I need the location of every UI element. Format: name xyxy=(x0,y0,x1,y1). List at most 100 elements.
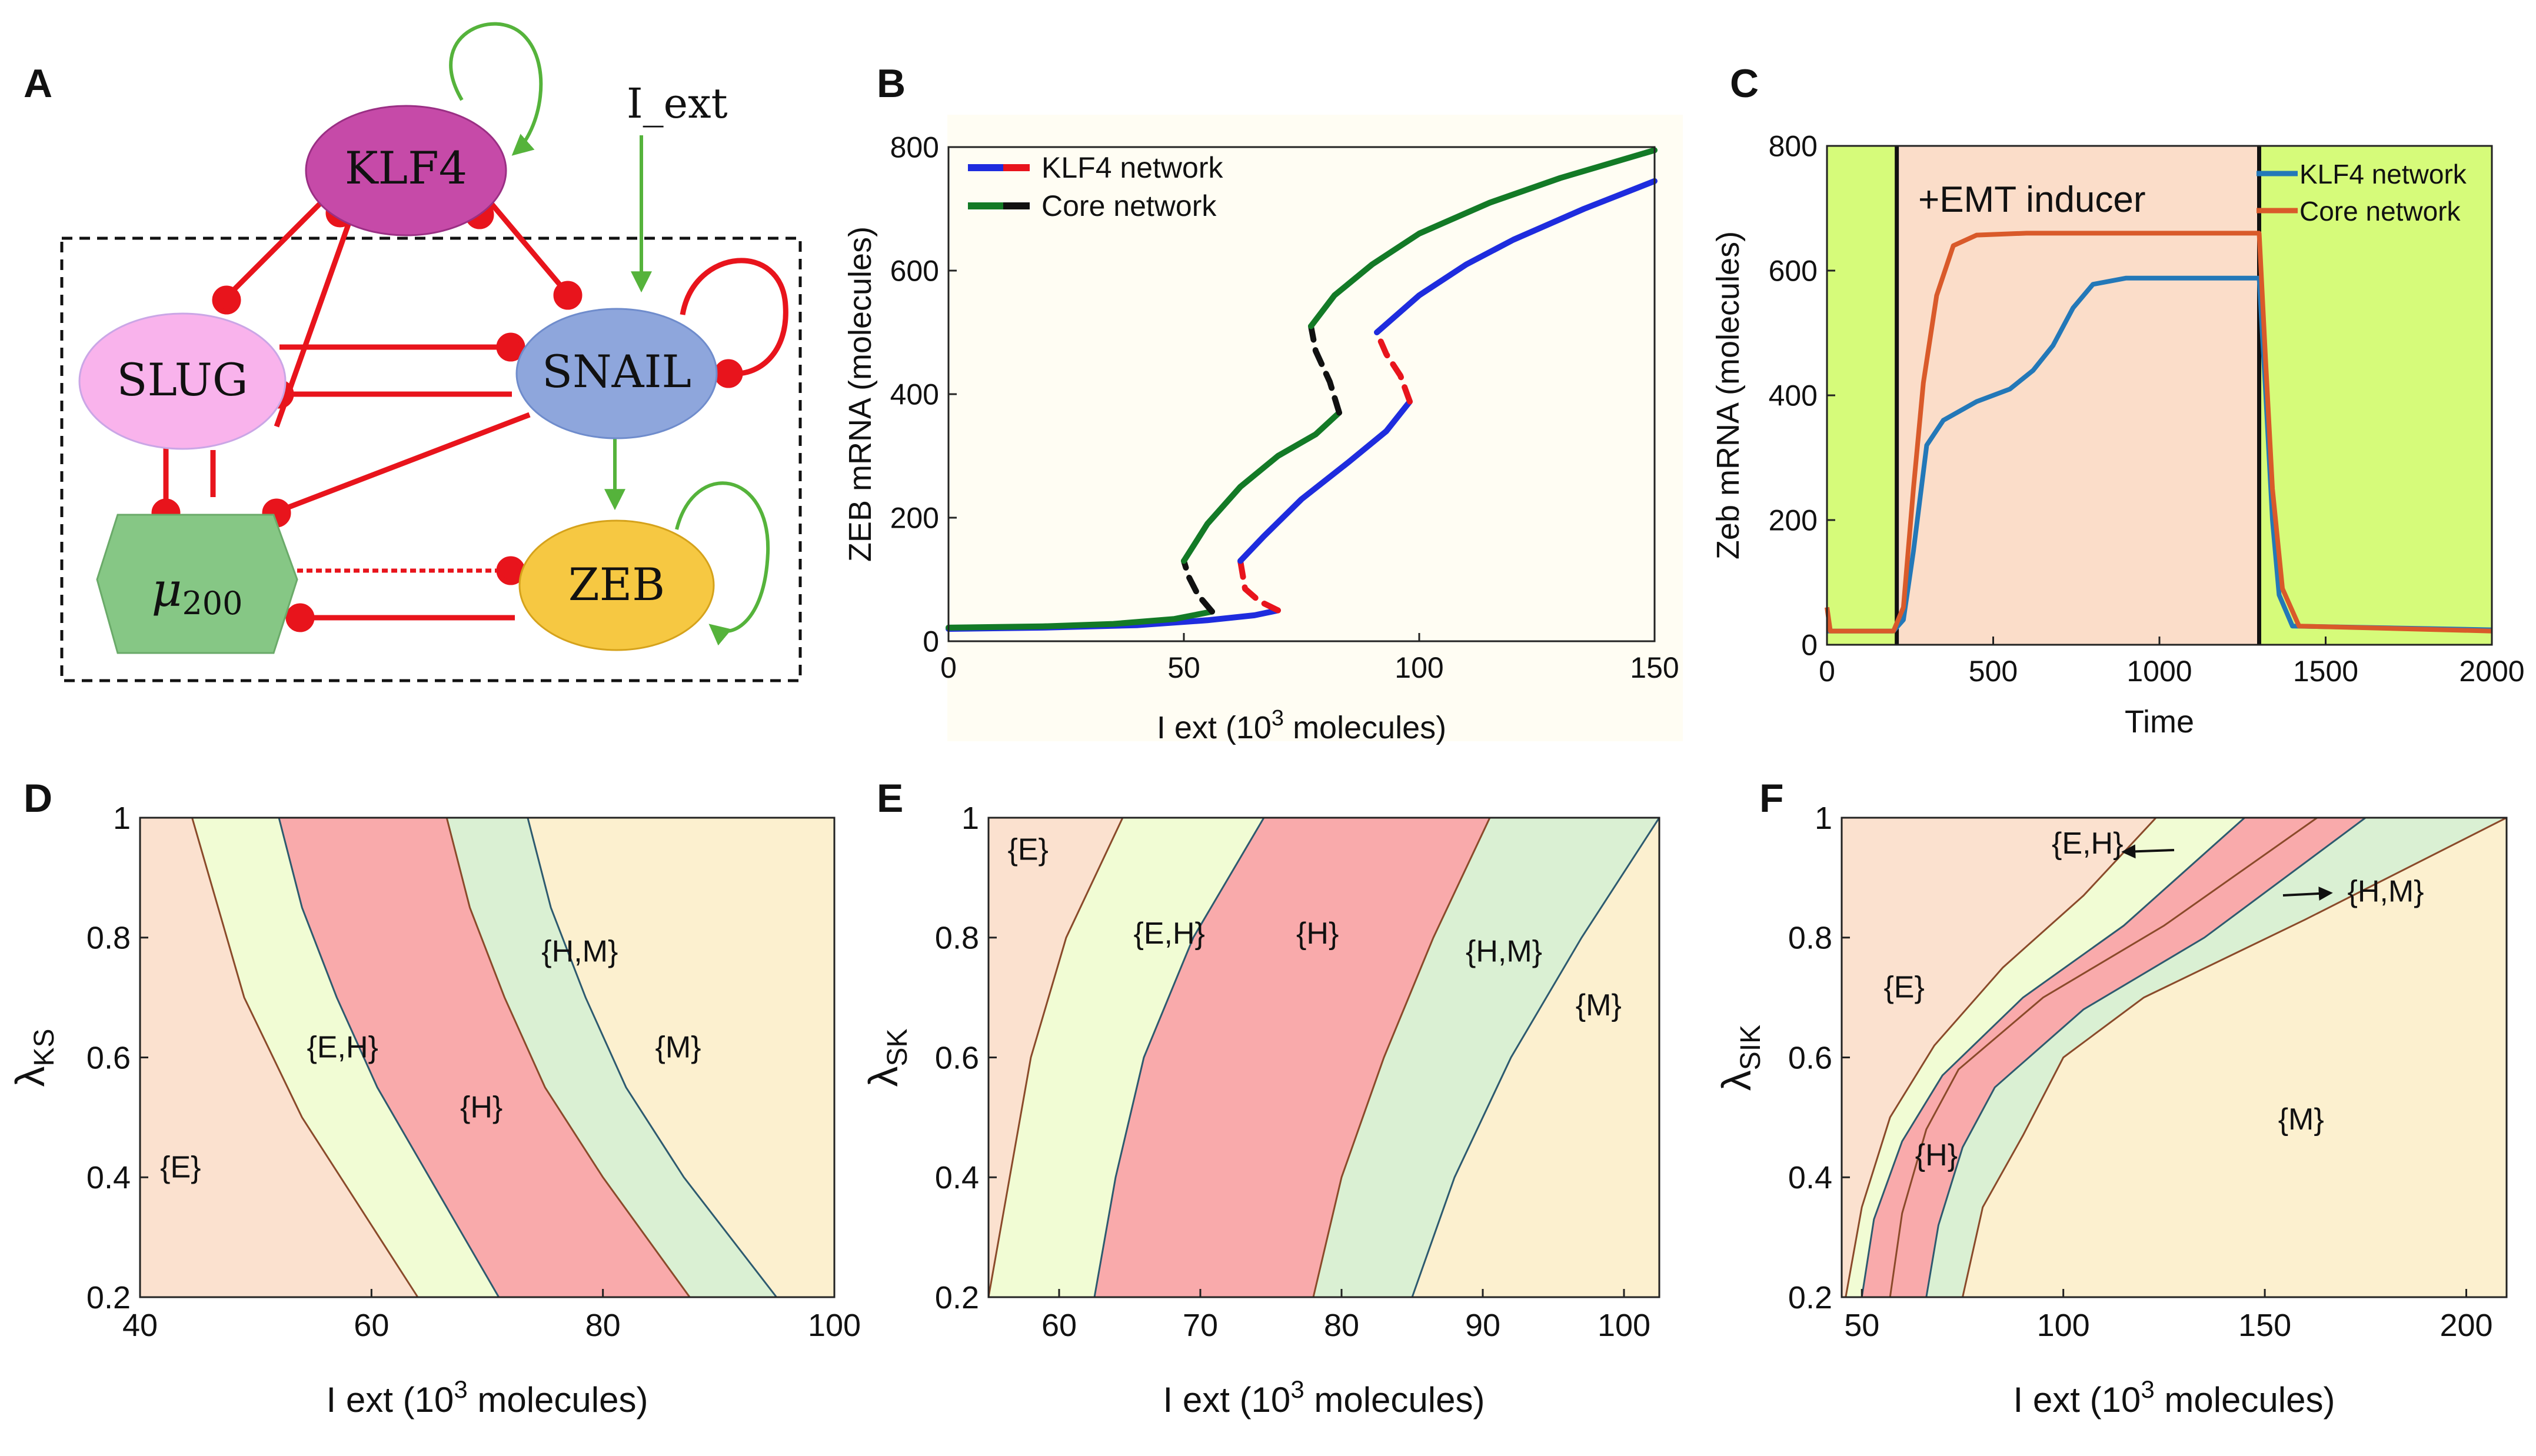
panel-f-ytick-label: 0.6 xyxy=(1788,1040,1832,1075)
panel-c-xlabel: Time xyxy=(2125,704,2194,739)
panel-d-xtick-label: 100 xyxy=(808,1308,861,1343)
panel-f-region-3 xyxy=(1890,818,2366,1297)
panel-d-xtick-label: 60 xyxy=(354,1308,389,1343)
panel-f-xtick-label: 50 xyxy=(1844,1308,1879,1343)
panel-b-xlabel: I ext (103 molecules) xyxy=(1157,706,1446,745)
panel-f-boundary-0 xyxy=(1845,817,2157,1298)
panel-f-region-label-1: {H} xyxy=(1915,1138,1958,1172)
panel-f-chart: {E} {H} {M} {E,H} {H,M} 50 100 150 200 0.2 0.4 0.6… xyxy=(1713,801,2508,1420)
panel-letter-f: F xyxy=(1759,776,1784,821)
panel-e-ytick-label: 0.2 xyxy=(935,1280,979,1315)
input-label: I_ext xyxy=(627,79,728,128)
panel-f-arrows xyxy=(2121,844,2333,901)
panel-e-region-label-4: {M} xyxy=(1576,988,1622,1022)
panel-f-region-4 xyxy=(1926,818,2507,1297)
panel-d-region-label-4: {M} xyxy=(655,1031,701,1065)
panel-c-legend-klf4: KLF4 network xyxy=(2299,159,2467,189)
panel-c-ytick-label: 200 xyxy=(1769,504,1818,537)
panel-b-chart: 0 50 100 150 0 200 400 600 800 I ext (103 molecu… xyxy=(843,115,1683,745)
panel-e-region-label-0: {E} xyxy=(1007,832,1048,867)
panel-e-region-label-1: {E,H} xyxy=(1133,917,1204,951)
panel-c-ytick-label: 600 xyxy=(1769,255,1818,288)
panel-c-ytick-label: 800 xyxy=(1769,130,1818,163)
panel-b-series-1-branch-0 xyxy=(946,608,1215,631)
panel-letter-e: E xyxy=(877,776,903,821)
panel-e-region-label-2: {H} xyxy=(1296,917,1339,951)
panel-letter-a: A xyxy=(24,61,52,106)
panel-b-series-1-branch-1 xyxy=(1181,558,1215,615)
panel-d-region-1 xyxy=(192,818,499,1297)
panel-b-xtick-label: 50 xyxy=(1167,651,1200,684)
panel-e-region-4 xyxy=(1412,818,1659,1297)
panel-f-xlabel: I ext (103 molecules) xyxy=(2014,1375,2335,1420)
panel-c-bg-post xyxy=(2259,146,2492,645)
panel-c-ytick-label: 400 xyxy=(1769,379,1818,412)
panel-b-series-1-branch-3 xyxy=(1308,323,1342,416)
panel-b-legend-klf4: KLF4 network xyxy=(1041,151,1223,184)
panel-f-ytick-label: 0.2 xyxy=(1788,1280,1832,1315)
panel-f-xtick-label: 200 xyxy=(2440,1308,2492,1343)
panel-e-region-2 xyxy=(1094,818,1490,1297)
panel-b-series-0-branch-4 xyxy=(1374,178,1658,335)
panel-letter-d: D xyxy=(24,776,52,821)
panel-f-region-label-2: {M} xyxy=(2278,1102,2324,1137)
panel-f-ytick-label: 0.8 xyxy=(1788,921,1832,956)
panel-c-annotation: +EMT inducer xyxy=(1918,179,2146,220)
panel-f-boundary-2 xyxy=(1889,817,2318,1298)
panel-d-boundary-1 xyxy=(278,817,500,1298)
panel-f-region-label-4: {H,M} xyxy=(2348,875,2424,909)
panel-d-region-label-0: {E} xyxy=(160,1150,201,1184)
panel-f-xtick-label: 100 xyxy=(2037,1308,2090,1343)
panel-f-region-label-3: {E,H} xyxy=(2052,827,2123,861)
panel-b-ytick-label: 200 xyxy=(890,502,939,535)
panel-c-series-0 xyxy=(1827,275,2492,634)
panel-e-ytick-label: 1 xyxy=(961,801,979,836)
slug-node xyxy=(78,312,287,450)
panel-d-region-label-3: {H,M} xyxy=(541,935,618,969)
panel-d-chart: {E} {E,H} {H} {H,M} {M} 40 60 80 100 0.2 0.4 0.6 0.… xyxy=(7,801,861,1420)
panel-b-ylabel: ZEB mRNA (molecules) xyxy=(843,226,878,562)
panel-e-region-label-3: {H,M} xyxy=(1466,935,1542,969)
panel-d-ytick-label: 0.2 xyxy=(86,1280,131,1315)
panel-e-xtick-label: 60 xyxy=(1041,1308,1077,1343)
panel-b-series-0-branch-3 xyxy=(1374,329,1413,405)
panel-e-ylabel: λSK xyxy=(860,1028,913,1087)
panel-c-chart: 0 500 1000 1500 2000 0 200 400 600 800 +EMT induc… xyxy=(1710,130,2525,740)
panel-f-ylabel: λSIK xyxy=(1713,1025,1766,1091)
panel-c-xtick-label: 1000 xyxy=(2126,655,2192,688)
panel-c-xtick-label: 1500 xyxy=(2293,655,2358,688)
panel-d-region-0 xyxy=(140,818,418,1297)
panel-e-xtick-label: 70 xyxy=(1183,1308,1218,1343)
panel-b-legend: KLF4 network Core network xyxy=(968,151,1223,222)
panel-e-boundary-1 xyxy=(1093,817,1265,1298)
panel-e-xtick-label: 100 xyxy=(1598,1308,1650,1343)
panel-e-xtick-label: 80 xyxy=(1324,1308,1359,1343)
panel-d-xlabel: I ext (103 molecules) xyxy=(327,1375,648,1420)
panel-e-chart: {E} {E,H} {H} {H,M} {M} 60 70 80 90 100 0.2 0.4 0.6… xyxy=(860,801,1660,1420)
panel-c-ylabel: Zeb mRNA (molecules) xyxy=(1710,231,1746,559)
klf4-label: KLF4 xyxy=(345,142,467,194)
panel-d-ytick-label: 1 xyxy=(113,801,131,836)
inhibition-edges xyxy=(151,185,788,632)
panel-f-ytick-label: 1 xyxy=(1815,801,1832,836)
panel-e-xtick-label: 90 xyxy=(1465,1308,1500,1343)
panel-e-xlabel: I ext (103 molecules) xyxy=(1163,1375,1485,1420)
panel-c-xtick-label: 0 xyxy=(1819,655,1835,688)
network-diagram: KLF4 SLUG SNAIL ZEB μ200 I_ext xyxy=(60,22,802,682)
slug-label: SLUG xyxy=(117,354,248,406)
panel-d-region-2 xyxy=(279,818,690,1297)
panel-e-ytick-label: 0.8 xyxy=(935,921,979,956)
panel-c-ytick-label: 0 xyxy=(1801,629,1818,662)
snail-node xyxy=(515,308,718,439)
panel-f-xtick-label: 150 xyxy=(2238,1308,2291,1343)
panel-e-boundary-0 xyxy=(987,817,1124,1298)
panel-d-region-label-2: {H} xyxy=(460,1090,502,1124)
panel-d-xtick-label: 40 xyxy=(122,1308,158,1343)
panel-d-boundary-2 xyxy=(445,817,691,1298)
zeb-node xyxy=(518,519,715,651)
panel-f-region-0 xyxy=(1842,818,2156,1297)
panel-d-ylabel: λKS xyxy=(7,1028,60,1087)
panel-b-series-0-branch-1 xyxy=(1237,558,1281,614)
panel-e-region-3 xyxy=(1313,818,1659,1297)
panel-b-ytick-label: 0 xyxy=(923,625,939,658)
